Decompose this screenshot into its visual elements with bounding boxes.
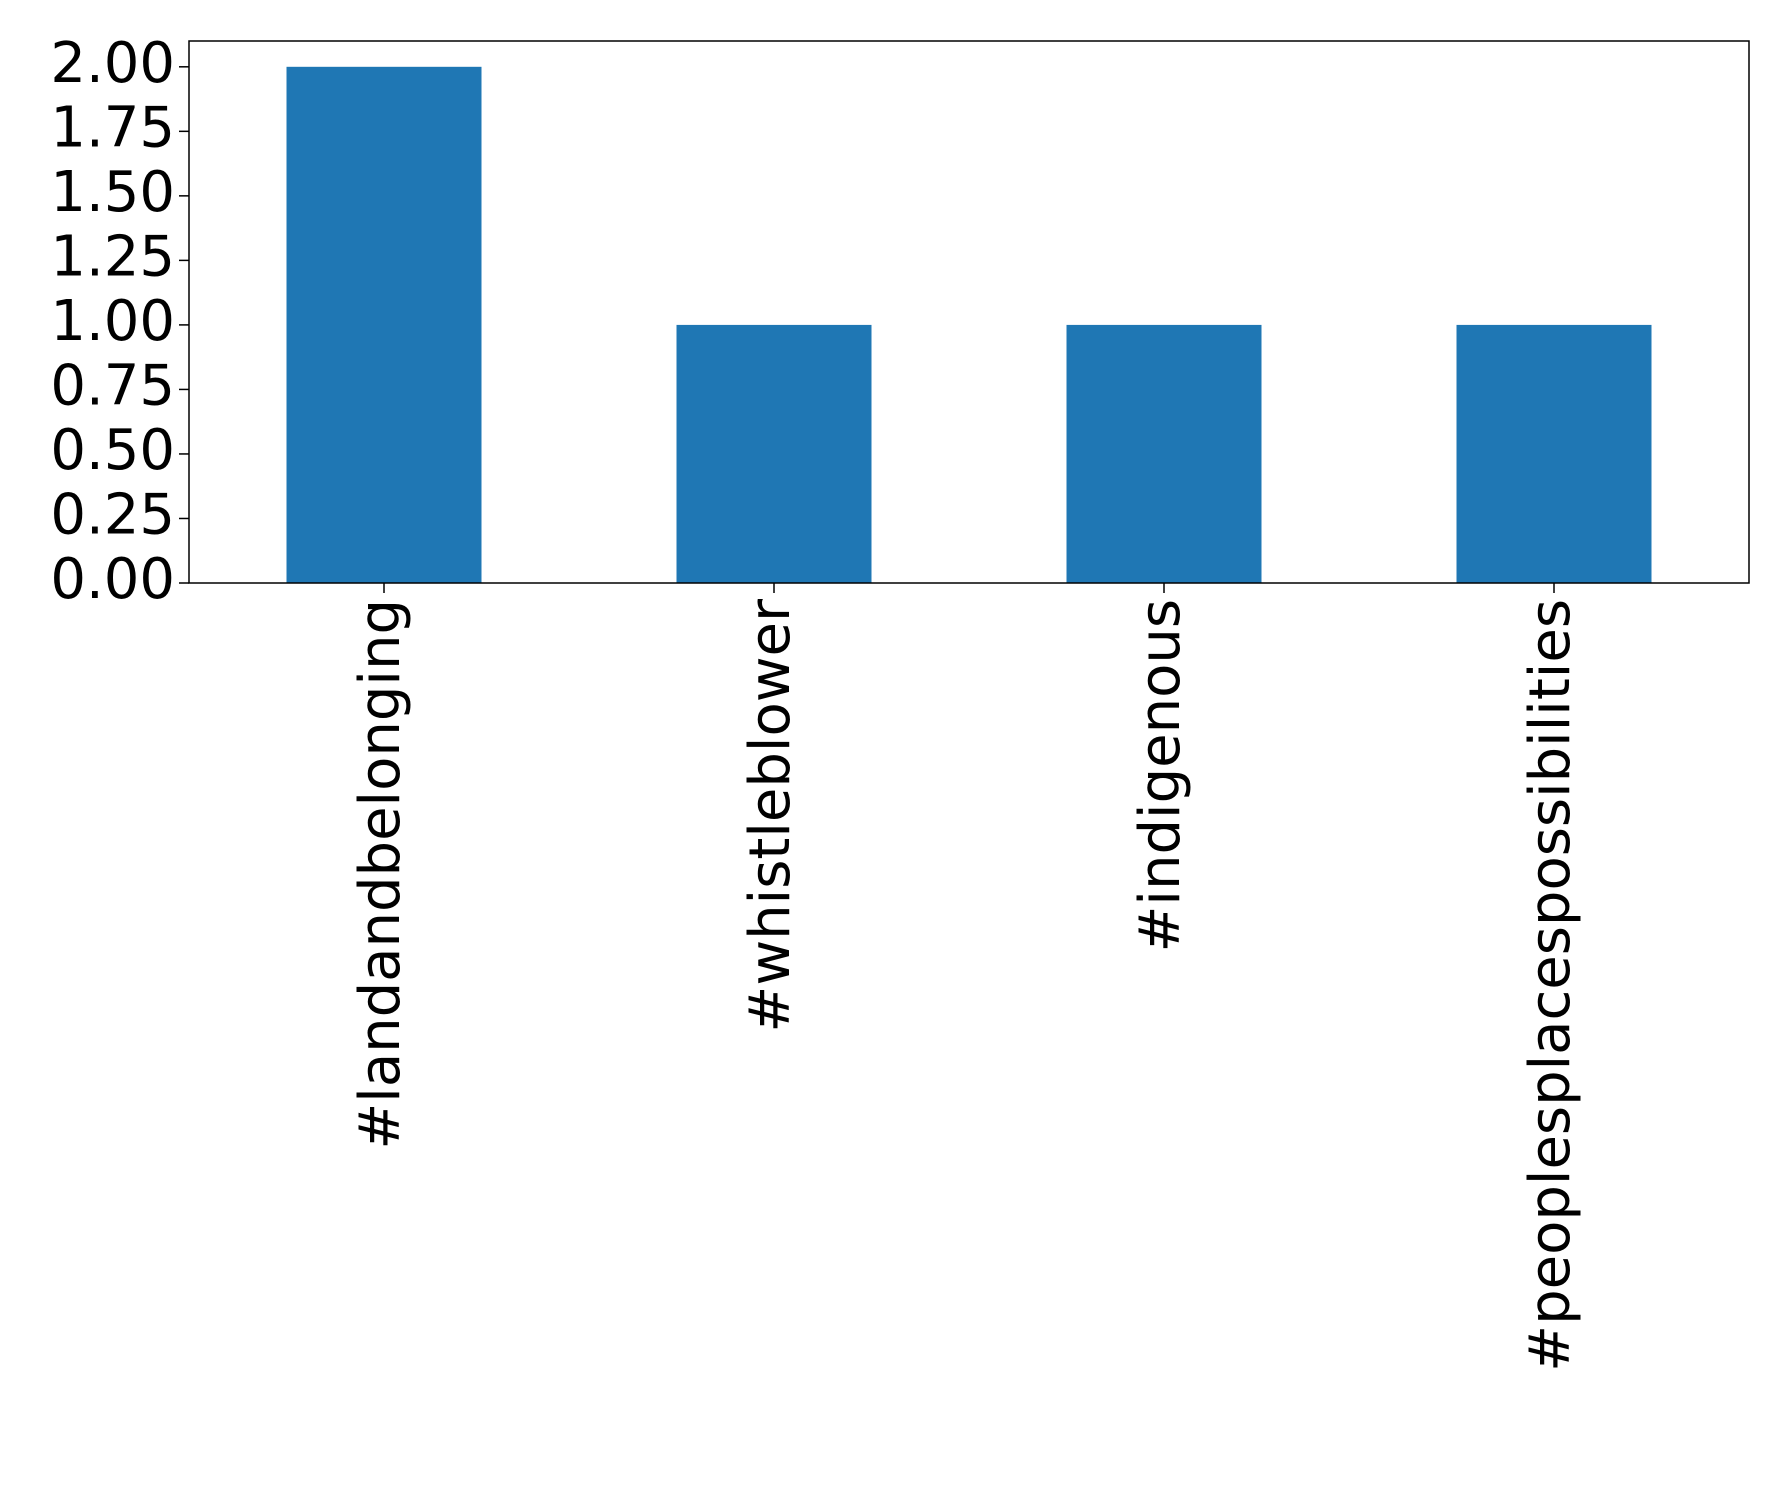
plot-frame (188, 40, 1750, 584)
x-tick-label: #whistleblower (738, 598, 803, 1033)
y-tick-label: 0.00 (50, 547, 175, 612)
x-tick-label: #landandbelonging (348, 599, 413, 1150)
bar (676, 324, 872, 583)
y-tick-label: 1.00 (50, 289, 175, 354)
bar (1456, 324, 1652, 583)
y-tick-label: 2.00 (50, 31, 175, 96)
y-tick-label: 1.75 (50, 95, 175, 160)
y-tick-label: 1.25 (50, 225, 175, 290)
bar (286, 66, 482, 584)
x-tick-label: #peoplesplacespossibilities (1518, 599, 1583, 1372)
y-tick-label: 1.50 (50, 160, 175, 225)
y-tick-label: 0.25 (50, 483, 175, 548)
bar (1066, 324, 1262, 583)
x-tick-label: #indigenous (1128, 599, 1193, 953)
y-tick-label: 0.50 (50, 418, 175, 483)
y-tick-label: 0.75 (50, 354, 175, 419)
